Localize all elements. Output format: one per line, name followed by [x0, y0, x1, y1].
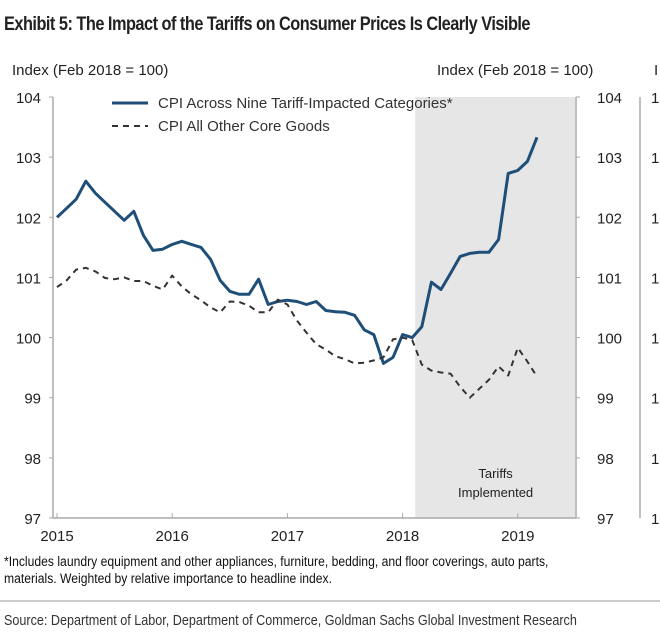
series-line-tariff-categories [55, 136, 539, 365]
right-y-tick-label: 104 [597, 90, 622, 107]
clipped-axis-tick-label: 1( [651, 90, 660, 107]
right-y-tick-label: 101 [597, 270, 622, 287]
legend-label: CPI All Other Core Goods [158, 118, 330, 135]
clipped-axis-tick-label: 1( [651, 511, 660, 528]
left-y-tick-label: 98 [24, 451, 41, 468]
left-y-tick-label: 99 [24, 391, 41, 408]
clipped-axis-tick-label: 1( [651, 270, 660, 287]
left-y-tick-label: 102 [16, 210, 41, 227]
left-y-axis-label: Index (Feb 2018 = 100) [12, 62, 169, 79]
clipped-axis-tick-label: 1( [651, 210, 660, 227]
divider [0, 600, 660, 602]
left-y-tick-label: 97 [24, 511, 41, 528]
chart-title: Exhibit 5: The Impact of the Tariffs on … [4, 14, 531, 35]
shaded-label-line-2: Implemented [458, 485, 533, 500]
right-y-tick-label: 102 [597, 210, 622, 227]
clipped-axis-tick-label: 1( [651, 451, 660, 468]
x-tick-label: 2018 [386, 528, 419, 545]
left-y-tick-label: 100 [16, 331, 41, 348]
footnote-line-2: materials. Weighted by relative importan… [4, 571, 333, 586]
right-y-tick-label: 97 [597, 511, 614, 528]
clipped-axis-tick-label: 1( [651, 391, 660, 408]
x-tick-label: 2015 [40, 528, 73, 545]
right-y-tick-label: 100 [597, 331, 622, 348]
right-y-tick-label: 98 [597, 451, 614, 468]
left-y-tick-label: 104 [16, 90, 41, 107]
source-note: Source: Department of Labor, Department … [4, 612, 577, 629]
x-tick-label: 2017 [271, 528, 304, 545]
left-y-tick-label: 101 [16, 270, 41, 287]
footnote-line-1: *Includes laundry equipment and other ap… [4, 554, 549, 569]
shaded-region [415, 97, 575, 518]
clipped-axis-tick-label: 1( [651, 150, 660, 167]
series-line-other-core-goods [56, 266, 538, 399]
right-y-tick-label: 103 [597, 150, 622, 167]
left-y-tick-label: 103 [16, 150, 41, 167]
x-tick-label: 2016 [156, 528, 189, 545]
right-y-axis-label: Index (Feb 2018 = 100) [437, 62, 594, 79]
legend-label: CPI Across Nine Tariff-Impacted Categori… [158, 95, 453, 112]
clipped-axis-label: I [654, 62, 659, 79]
clipped-axis-tick-label: 1( [651, 331, 660, 348]
right-y-tick-label: 99 [597, 391, 614, 408]
shaded-label-line-1: Tariffs [478, 466, 513, 481]
footnote: *Includes laundry equipment and other ap… [4, 553, 548, 587]
x-tick-label: 2019 [501, 528, 534, 545]
